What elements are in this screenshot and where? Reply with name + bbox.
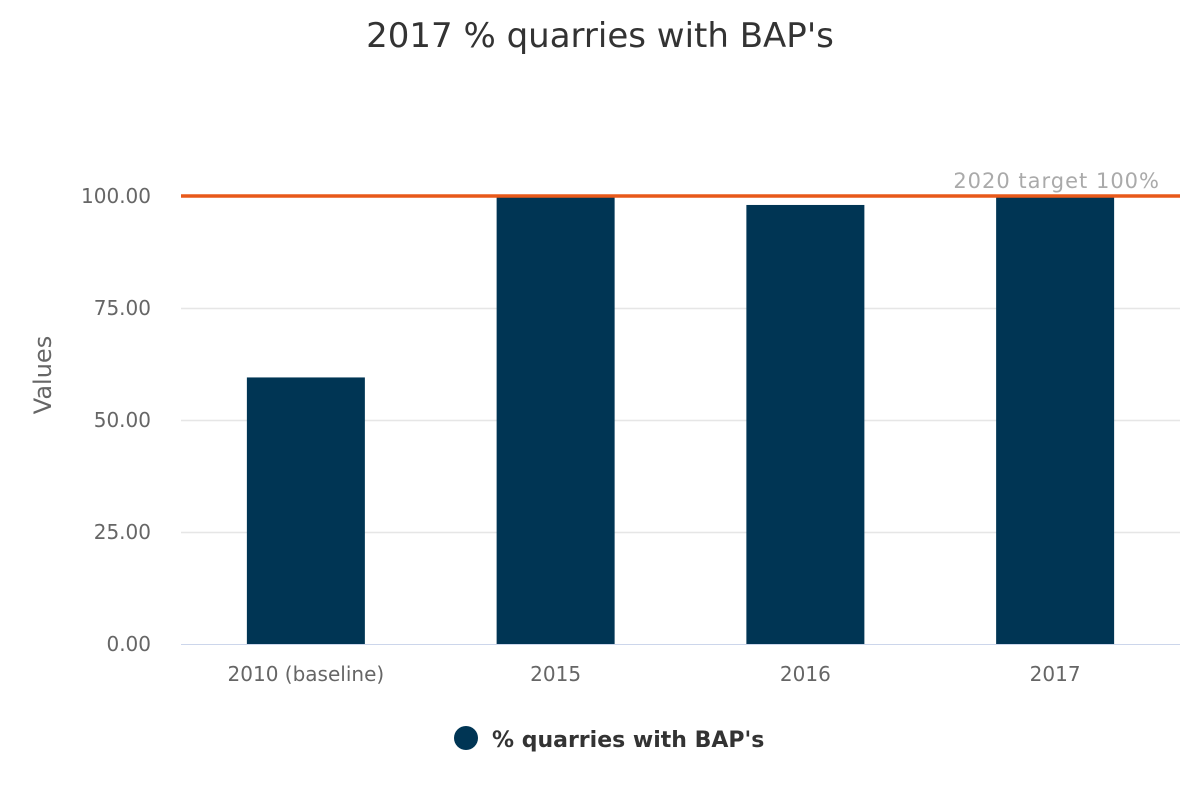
- bar-series: [246, 196, 1115, 644]
- bar[interactable]: [246, 377, 365, 644]
- x-tick-label: 2017: [1030, 662, 1081, 686]
- legend-marker-icon: [454, 726, 478, 750]
- legend[interactable]: % quarries with BAP's: [454, 726, 764, 753]
- bar[interactable]: [496, 196, 615, 644]
- y-axis-title: Values: [29, 336, 57, 414]
- chart-title: 2017 % quarries with BAP's: [366, 16, 834, 56]
- target-plot-line-label: 2020 target 100%: [953, 169, 1160, 193]
- x-tick-label: 2010 (baseline): [228, 662, 385, 686]
- y-tick-label: 50.00: [94, 408, 151, 432]
- x-tick-label: 2016: [780, 662, 831, 686]
- y-tick-label: 100.00: [81, 184, 151, 208]
- y-tick-label: 25.00: [94, 520, 151, 544]
- bar[interactable]: [996, 196, 1115, 644]
- legend-item-label: % quarries with BAP's: [492, 728, 764, 753]
- y-tick-label: 0.00: [106, 632, 151, 656]
- x-axis-tick-labels: 2010 (baseline) 2015 2016 2017: [228, 662, 1081, 686]
- y-axis-tick-labels: 0.00 25.00 50.00 75.00 100.00: [81, 184, 151, 656]
- x-tick-label: 2015: [530, 662, 581, 686]
- bar[interactable]: [746, 204, 865, 644]
- y-tick-label: 75.00: [94, 296, 151, 320]
